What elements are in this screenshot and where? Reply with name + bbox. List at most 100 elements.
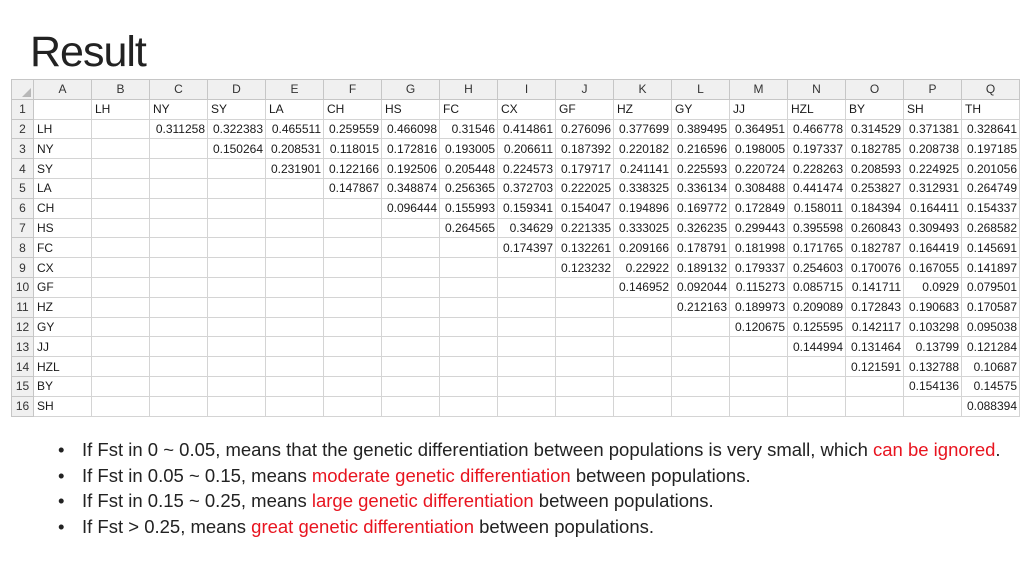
cell[interactable]: 0.253827 <box>845 177 904 199</box>
column-header-b[interactable]: B <box>91 79 150 100</box>
cell[interactable]: 0.220724 <box>729 158 788 179</box>
cell[interactable] <box>439 296 498 318</box>
cell[interactable]: 0.328641 <box>961 118 1020 140</box>
cell[interactable]: 0.131464 <box>845 336 904 358</box>
cell[interactable] <box>323 257 382 278</box>
cell[interactable] <box>91 316 150 338</box>
cell[interactable]: 0.122166 <box>323 158 382 179</box>
cell[interactable] <box>439 316 498 338</box>
cell[interactable]: LA <box>33 177 92 199</box>
cell[interactable] <box>555 395 614 417</box>
cell[interactable] <box>91 375 150 397</box>
cell[interactable] <box>497 276 556 298</box>
cell[interactable]: 0.115273 <box>729 276 788 298</box>
cell[interactable] <box>381 257 440 278</box>
cell[interactable]: 0.208738 <box>903 138 962 160</box>
cell[interactable]: 0.377699 <box>613 118 672 140</box>
cell[interactable]: 0.209166 <box>613 237 672 259</box>
cell[interactable]: 0.125595 <box>787 316 846 338</box>
cell[interactable] <box>149 316 208 338</box>
cell[interactable]: CH <box>323 98 382 120</box>
cell[interactable] <box>439 276 498 298</box>
cell[interactable]: 0.121284 <box>961 336 1020 358</box>
cell[interactable] <box>91 237 150 259</box>
cell[interactable]: 0.10687 <box>961 356 1020 377</box>
column-header-c[interactable]: C <box>149 79 208 100</box>
cell[interactable] <box>845 375 904 397</box>
cell[interactable] <box>323 237 382 259</box>
row-header-13[interactable]: 13 <box>11 336 34 358</box>
column-header-k[interactable]: K <box>613 79 672 100</box>
column-header-m[interactable]: M <box>729 79 788 100</box>
cell[interactable] <box>381 356 440 377</box>
cell[interactable]: LA <box>265 98 324 120</box>
cell[interactable] <box>265 356 324 377</box>
cell[interactable]: 0.225593 <box>671 158 730 179</box>
cell[interactable]: HS <box>33 217 92 239</box>
cell[interactable] <box>265 276 324 298</box>
cell[interactable] <box>497 375 556 397</box>
cell[interactable]: 0.312931 <box>903 177 962 199</box>
cell[interactable]: 0.0929 <box>903 276 962 298</box>
cell[interactable] <box>207 395 266 417</box>
cell[interactable]: 0.123232 <box>555 257 614 278</box>
cell[interactable] <box>381 296 440 318</box>
cell[interactable]: 0.184394 <box>845 197 904 219</box>
cell[interactable] <box>207 316 266 338</box>
cell[interactable] <box>149 197 208 219</box>
cell[interactable] <box>381 316 440 338</box>
cell[interactable]: 0.154136 <box>903 375 962 397</box>
column-header-o[interactable]: O <box>845 79 904 100</box>
cell[interactable]: 0.13799 <box>903 336 962 358</box>
cell[interactable]: LH <box>33 118 92 140</box>
cell[interactable]: HZL <box>787 98 846 120</box>
cell[interactable] <box>265 336 324 358</box>
cell[interactable] <box>729 356 788 377</box>
cell[interactable] <box>381 276 440 298</box>
cell[interactable] <box>91 296 150 318</box>
cell[interactable]: 0.220182 <box>613 138 672 160</box>
row-header-5[interactable]: 5 <box>11 177 34 199</box>
row-header-16[interactable]: 16 <box>11 395 34 417</box>
cell[interactable]: 0.103298 <box>903 316 962 338</box>
cell[interactable]: 0.254603 <box>787 257 846 278</box>
cell[interactable]: 0.121591 <box>845 356 904 377</box>
cell[interactable]: 0.132788 <box>903 356 962 377</box>
cell[interactable]: 0.224573 <box>497 158 556 179</box>
cell[interactable]: 0.085715 <box>787 276 846 298</box>
cell[interactable] <box>497 356 556 377</box>
cell[interactable] <box>149 217 208 239</box>
cell[interactable]: 0.308488 <box>729 177 788 199</box>
cell[interactable]: 0.371381 <box>903 118 962 140</box>
cell[interactable] <box>439 375 498 397</box>
cell[interactable]: 0.079501 <box>961 276 1020 298</box>
cell[interactable] <box>207 375 266 397</box>
cell[interactable] <box>671 395 730 417</box>
column-header-e[interactable]: E <box>265 79 324 100</box>
cell[interactable]: 0.178791 <box>671 237 730 259</box>
cell[interactable] <box>323 356 382 377</box>
column-header-a[interactable]: A <box>33 79 92 100</box>
cell[interactable]: 0.338325 <box>613 177 672 199</box>
cell[interactable] <box>207 276 266 298</box>
cell[interactable]: 0.155993 <box>439 197 498 219</box>
cell[interactable]: 0.221335 <box>555 217 614 239</box>
column-header-g[interactable]: G <box>381 79 440 100</box>
cell[interactable]: GF <box>33 276 92 298</box>
cell[interactable]: 0.34629 <box>497 217 556 239</box>
cell[interactable] <box>91 356 150 377</box>
cell[interactable] <box>323 395 382 417</box>
cell[interactable] <box>613 356 672 377</box>
cell[interactable]: 0.172816 <box>381 138 440 160</box>
cell[interactable]: 0.141711 <box>845 276 904 298</box>
cell[interactable] <box>149 158 208 179</box>
row-header-2[interactable]: 2 <box>11 118 34 140</box>
cell[interactable]: 0.268582 <box>961 217 1020 239</box>
cell[interactable]: 0.209089 <box>787 296 846 318</box>
cell[interactable]: GY <box>671 98 730 120</box>
cell[interactable]: 0.395598 <box>787 217 846 239</box>
row-header-9[interactable]: 9 <box>11 257 34 278</box>
row-header-11[interactable]: 11 <box>11 296 34 318</box>
cell[interactable] <box>265 395 324 417</box>
cell[interactable] <box>903 395 962 417</box>
